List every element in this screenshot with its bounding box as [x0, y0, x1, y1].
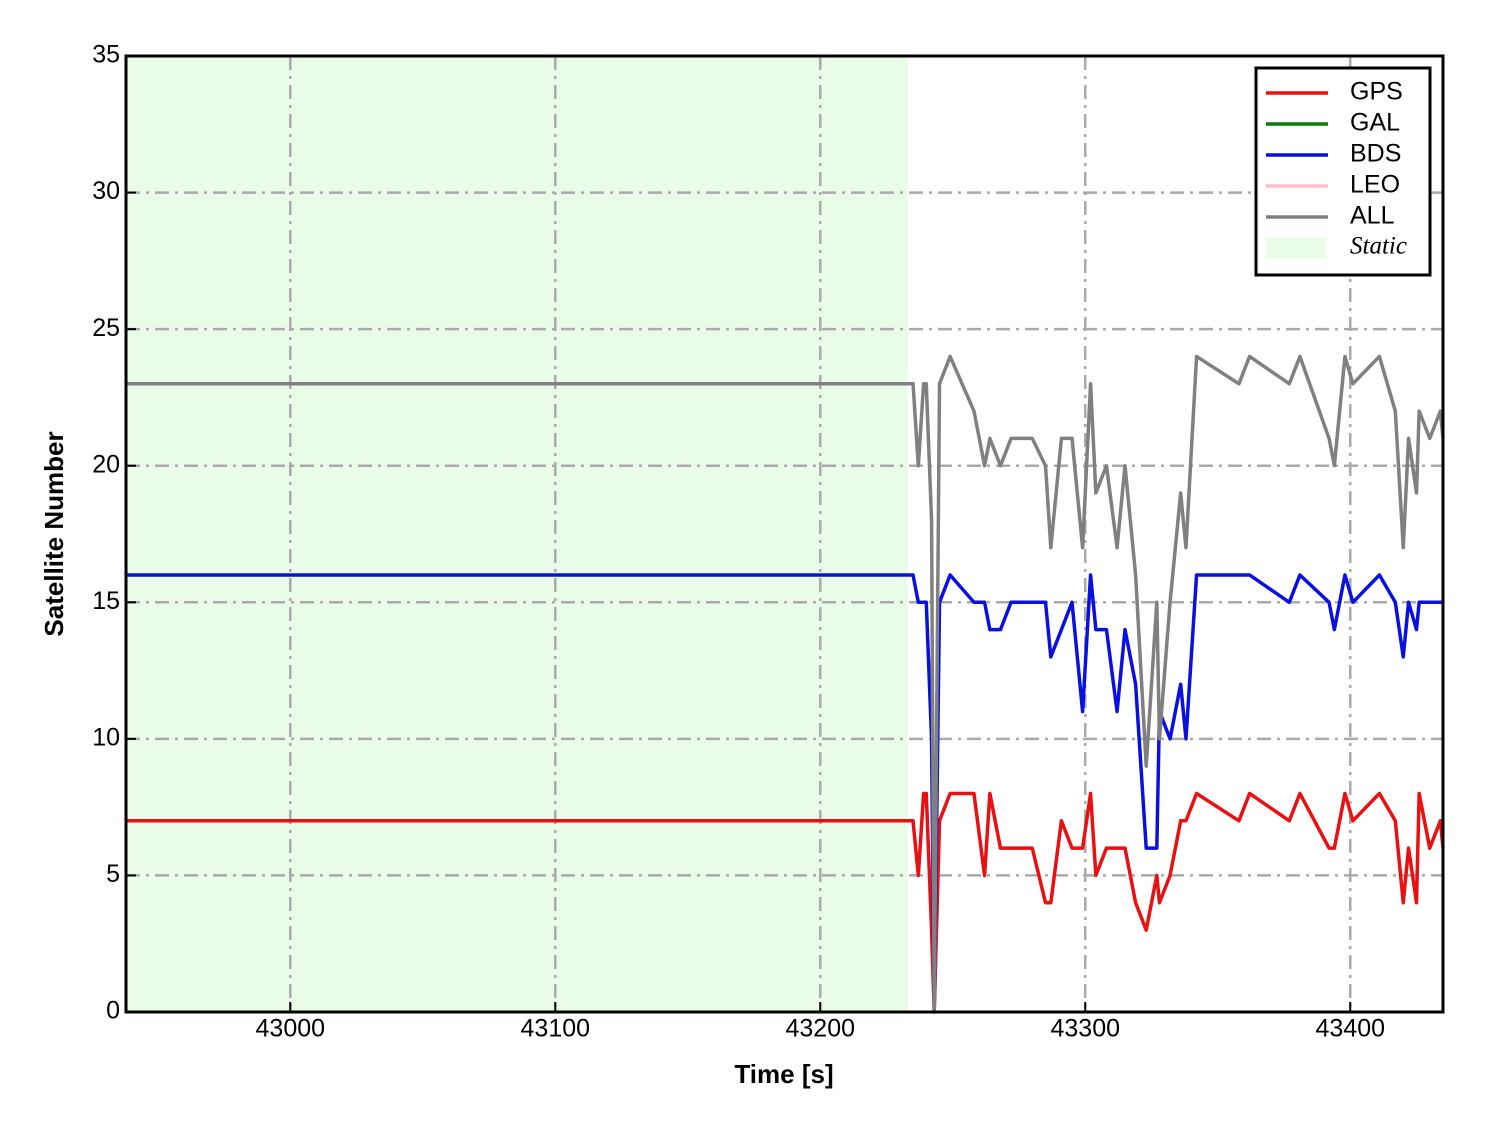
- y-tick-label: 15: [92, 587, 120, 615]
- legend-label: Static: [1350, 233, 1407, 260]
- x-axis-label: Time [s]: [734, 1059, 833, 1089]
- y-tick-label: 35: [92, 41, 120, 69]
- legend-label: GAL: [1350, 109, 1400, 137]
- y-tick-label: 20: [92, 450, 120, 478]
- y-tick-label: 30: [92, 177, 120, 205]
- y-tick-label: 0: [106, 997, 120, 1025]
- legend-label: LEO: [1350, 171, 1400, 199]
- y-tick-label: 25: [92, 314, 120, 342]
- series-line: [126, 791, 1445, 1014]
- y-tick-label: 10: [92, 723, 120, 751]
- x-tick-label: 43300: [1050, 1015, 1120, 1043]
- legend-label: ALL: [1350, 202, 1395, 230]
- series-line: [126, 573, 1443, 1014]
- plot-frame: [124, 54, 1445, 1014]
- series-line: [126, 354, 1445, 1014]
- static-span: [126, 56, 908, 1012]
- y-tick-label: 5: [106, 860, 120, 888]
- legend-label: GPS: [1350, 78, 1403, 106]
- x-tick-label: 43100: [521, 1015, 591, 1043]
- x-tick-label: 43400: [1315, 1015, 1385, 1043]
- x-tick-label: 43200: [786, 1015, 856, 1043]
- legend-label: BDS: [1350, 140, 1401, 168]
- x-tick-label: 43000: [256, 1015, 326, 1043]
- y-axis-label: Satellite Number: [39, 431, 69, 636]
- legend-swatch: [1266, 238, 1326, 258]
